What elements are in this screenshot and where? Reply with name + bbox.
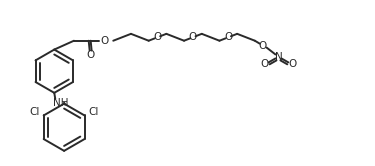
Text: O: O bbox=[153, 32, 162, 42]
Text: O: O bbox=[224, 32, 232, 42]
Text: Cl: Cl bbox=[88, 108, 99, 118]
Text: O: O bbox=[100, 36, 108, 46]
Text: Cl: Cl bbox=[30, 108, 40, 118]
Text: O: O bbox=[189, 32, 197, 42]
Text: O: O bbox=[87, 50, 95, 60]
Text: O: O bbox=[261, 59, 269, 69]
Text: O: O bbox=[288, 59, 296, 69]
Text: O: O bbox=[259, 41, 267, 51]
Text: NH: NH bbox=[53, 98, 69, 108]
Text: N: N bbox=[274, 52, 282, 62]
